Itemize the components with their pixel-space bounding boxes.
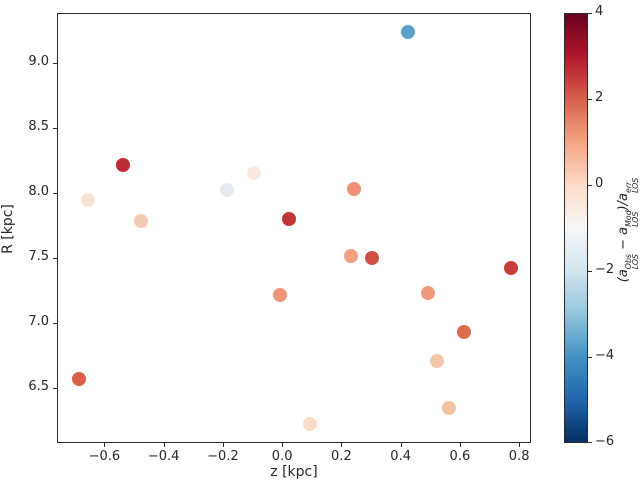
colorbar-tick-mark xyxy=(588,185,592,186)
y-tick-mark xyxy=(53,192,57,194)
x-tick-mark xyxy=(282,443,284,447)
x-tick-label: 0.8 xyxy=(508,449,530,464)
x-tick-mark xyxy=(341,443,343,447)
y-tick-mark xyxy=(53,127,57,129)
scatter-point xyxy=(116,158,131,173)
colorbar-tick-label: 4 xyxy=(595,4,604,19)
colorbar-tick-mark xyxy=(588,13,592,14)
scatter-point xyxy=(246,165,261,180)
x-tick-label: −0.2 xyxy=(207,449,239,464)
colorbar-tick-mark xyxy=(588,442,592,443)
scatter-point xyxy=(80,193,95,208)
scatter-point xyxy=(344,249,359,264)
y-tick-label: 8.5 xyxy=(28,118,49,134)
x-tick-label: −0.4 xyxy=(147,449,180,464)
scatter-point xyxy=(400,25,415,40)
colorbar-label-supsub: err LOS xyxy=(623,177,641,193)
colorbar-tick-mark xyxy=(588,357,592,358)
colorbar-tick-mark xyxy=(588,99,592,100)
x-tick-label: −0.6 xyxy=(88,449,121,464)
y-tick-mark xyxy=(53,388,57,390)
colorbar-tick-label: −4 xyxy=(595,348,615,363)
scatter-point xyxy=(442,400,457,415)
scatter-point xyxy=(365,250,380,265)
x-tick-label: 0.6 xyxy=(449,449,471,464)
y-tick-label: 7.5 xyxy=(28,248,49,264)
colorbar-tick-label: 0 xyxy=(595,176,604,191)
colorbar-label: (a Obs LOS − a Mod LOS)/a err LOS xyxy=(614,80,640,380)
scatter-point xyxy=(504,261,519,276)
scatter-point xyxy=(71,371,86,386)
scatter-point xyxy=(456,324,471,339)
x-tick-mark xyxy=(400,443,402,447)
y-tick-label: 8.0 xyxy=(28,183,49,199)
y-tick-mark xyxy=(53,62,57,64)
colorbar-label-text: )/a xyxy=(616,192,631,211)
scatter-point xyxy=(421,285,436,300)
colorbar-label-text: − a xyxy=(616,226,631,254)
colorbar-label-supsub: Obs LOS xyxy=(623,253,641,270)
colorbar-tick-label: −2 xyxy=(595,262,615,277)
x-tick-mark xyxy=(459,443,461,447)
x-tick-mark xyxy=(163,443,165,447)
scatter-point xyxy=(347,181,362,196)
scatter-point xyxy=(282,211,297,226)
y-tick-mark xyxy=(53,257,57,259)
x-tick-label: 0.2 xyxy=(331,449,352,464)
scatter-point xyxy=(133,214,148,229)
y-tick-mark xyxy=(53,323,57,325)
x-tick-mark xyxy=(519,443,521,447)
x-tick-label: 0.4 xyxy=(390,449,411,464)
colorbar-label-text: (a xyxy=(616,269,631,283)
x-tick-label: 0.0 xyxy=(271,449,293,464)
scatter-point xyxy=(273,288,288,303)
colorbar-tick-label: −6 xyxy=(595,434,615,449)
y-tick-label: 7.0 xyxy=(28,314,49,330)
y-tick-label: 9.0 xyxy=(28,53,49,69)
scatter-point xyxy=(302,417,317,432)
scatter-point xyxy=(219,182,234,197)
colorbar-tick-mark xyxy=(588,271,592,272)
y-tick-label: 6.5 xyxy=(28,379,49,395)
colorbar-label-supsub: Mod LOS xyxy=(623,210,641,227)
colorbar-tick-label: 2 xyxy=(595,90,604,105)
x-axis-label: z [kpc] xyxy=(270,464,318,480)
y-axis-label: R [kpc] xyxy=(0,204,16,254)
plot-area xyxy=(57,13,531,443)
colorbar-gradient xyxy=(564,13,588,443)
x-tick-mark xyxy=(222,443,224,447)
x-tick-mark xyxy=(104,443,106,447)
scatter-point xyxy=(430,353,445,368)
